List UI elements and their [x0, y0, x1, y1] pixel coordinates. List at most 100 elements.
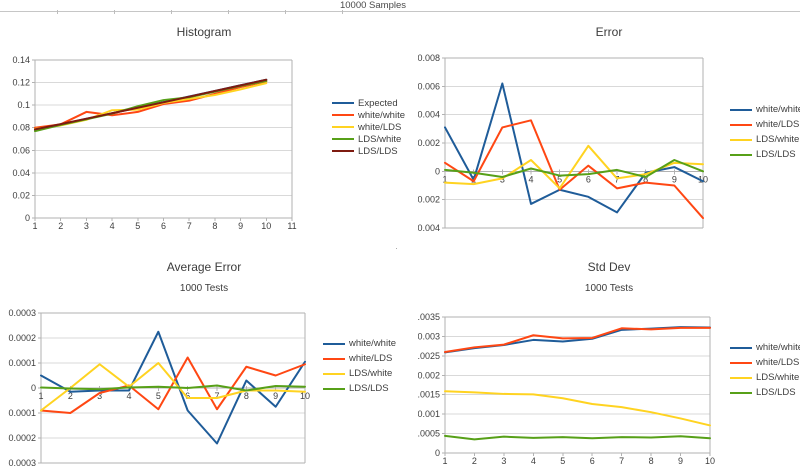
x-tick-label: 1 — [32, 221, 37, 231]
y-tick-label: 0 — [435, 448, 440, 458]
sheet-column-gridline — [342, 10, 343, 14]
legend-label: LDS/LDS — [358, 145, 398, 157]
y-tick-label: 0.12 — [12, 78, 30, 88]
x-tick-label: 3 — [84, 221, 89, 231]
x-tick-label: 4 — [531, 456, 536, 466]
legend-label: white/LDS — [756, 119, 800, 130]
series-line-white-LDS — [444, 326, 711, 353]
x-tick-label: 5 — [560, 456, 565, 466]
legend-item: LDS/LDS — [730, 385, 800, 400]
legend-swatch — [323, 342, 345, 345]
x-tick-label: 7 — [619, 456, 624, 466]
x-tick-label: 7 — [214, 391, 219, 401]
legend-label: white/LDS — [349, 353, 393, 364]
legend-label: Expected — [358, 97, 398, 109]
series-line-LDS-white — [40, 362, 306, 412]
y-tick-label: -0.002 — [418, 195, 440, 205]
x-tick-label: 2 — [472, 456, 477, 466]
legend-swatch — [730, 108, 752, 111]
chart-average-error[interactable]: 0.0003 0.0002 0.0001 0 -0.0001 -0.0002 -0.0003… — [8, 252, 400, 475]
x-tick-label: 8 — [643, 174, 648, 184]
x-tick-label: 8 — [244, 391, 249, 401]
legend-swatch — [730, 376, 752, 379]
legend-std-dev: white/white white/LDS LDS/white LDS/LDS — [730, 340, 800, 400]
chart-histogram[interactable]: 0.14 0.12 0.1 0.08 0.06 0.04 0.02 0 1 2 3 4 5 6 7 8 9 10 1… — [8, 16, 405, 246]
legend-label: LDS/LDS — [756, 387, 796, 398]
legend-item: LDS/LDS — [730, 147, 800, 162]
legend-item: LDS/LDS — [332, 145, 405, 157]
y-tick-label: 0 — [435, 166, 440, 176]
x-tick-label: 9 — [238, 221, 243, 231]
y-tick-label: 0.0015 — [418, 390, 440, 400]
y-tick-label: 0.06 — [12, 145, 30, 155]
series-line-white-white — [444, 326, 711, 354]
y-tick-label: 0.0001 — [8, 358, 36, 368]
legend-label: white/LDS — [358, 121, 402, 133]
legend-swatch — [730, 346, 752, 349]
legend-item: LDS/white — [332, 133, 405, 145]
x-tick-label: 4 — [110, 221, 115, 231]
legend-item: LDS/white — [323, 366, 396, 381]
error-plot: 0.0080.0060.0040.0020-0.002-0.0041234567… — [418, 53, 708, 233]
x-tick-label: 6 — [586, 174, 591, 184]
series-line-white-white — [34, 80, 268, 129]
series-line-LDS-LDS — [444, 434, 711, 441]
y-tick-label: -0.004 — [418, 223, 440, 233]
sheet-column-gridline — [228, 10, 229, 14]
std-dev-plot: 0.0035 0.003 0.0025 0.002 0.0015 0.001 0.0005 0… — [418, 312, 715, 466]
series-line-white-LDS — [444, 119, 704, 220]
x-tick-label: 6 — [185, 391, 190, 401]
average-error-plot: 0.0003 0.0002 0.0001 0 -0.0001 -0.0002 -0.0003… — [8, 308, 310, 468]
series-line-LDS-LDS — [444, 159, 704, 178]
y-tick-label: 0.0025 — [418, 351, 440, 361]
y-tick-label: -0.0003 — [8, 458, 36, 468]
legend-item: white/LDS — [730, 355, 800, 370]
x-tick-label: 4 — [528, 174, 533, 184]
y-tick-label: 0.0002 — [8, 333, 36, 343]
chart-title: Average Error — [166, 260, 242, 274]
legend-label: white/LDS — [756, 357, 800, 368]
x-tick-label: 11 — [287, 221, 296, 231]
legend-label: white/white — [756, 104, 800, 115]
sheet-column-gridline — [285, 10, 286, 14]
y-tick-label: 0.002 — [418, 138, 440, 148]
y-tick-label: 0 — [25, 213, 30, 223]
legend-swatch — [332, 126, 354, 128]
x-tick-label: 6 — [161, 221, 166, 231]
x-tick-label: 1 — [442, 174, 447, 184]
legend-swatch — [332, 102, 354, 104]
x-tick-label: 3 — [97, 391, 102, 401]
sheet-row-gridline — [0, 11, 800, 12]
y-tick-label: 0.008 — [418, 53, 440, 63]
legend-error: white/white white/LDS LDS/white LDS/LDS — [730, 102, 800, 162]
x-tick-label: 5 — [557, 174, 562, 184]
legend-item: LDS/white — [730, 370, 800, 385]
sheet-column-gridline — [171, 10, 172, 14]
x-tick-label: 10 — [261, 221, 271, 231]
y-tick-label: 0.08 — [12, 123, 30, 133]
legend-item: white/LDS — [730, 117, 800, 132]
legend-swatch — [730, 361, 752, 364]
chart-subtitle: 1000 Tests — [584, 283, 634, 294]
x-tick-label: 4 — [126, 391, 131, 401]
legend-label: LDS/LDS — [756, 149, 796, 160]
y-tick-label: 0.006 — [418, 81, 440, 91]
chart-title: Error — [595, 25, 623, 39]
chart-std-dev[interactable]: 0.0035 0.003 0.0025 0.002 0.0015 0.001 0.0005 0… — [418, 252, 800, 475]
legend-swatch — [730, 153, 752, 156]
x-tick-label: 10 — [300, 391, 310, 401]
sheet-cell-title: 10000 Samples — [339, 0, 407, 11]
x-tick-label: 5 — [156, 391, 161, 401]
legend-swatch — [332, 150, 354, 152]
y-tick-label: 0.0003 — [8, 308, 36, 318]
x-tick-label: 8 — [649, 456, 654, 466]
chart-error[interactable]: 0.0080.0060.0040.0020-0.002-0.0041234567… — [418, 16, 800, 246]
x-tick-label: 5 — [135, 221, 140, 231]
legend-item: white/white — [730, 340, 800, 355]
legend-average-error: white/white white/LDS LDS/white LDS/LDS — [323, 336, 396, 396]
y-tick-label: 0.001 — [418, 409, 440, 419]
x-tick-label: 9 — [678, 456, 683, 466]
chart-title: Histogram — [176, 25, 232, 39]
legend-item: LDS/LDS — [323, 381, 396, 396]
legend-item: Expected — [332, 97, 405, 109]
